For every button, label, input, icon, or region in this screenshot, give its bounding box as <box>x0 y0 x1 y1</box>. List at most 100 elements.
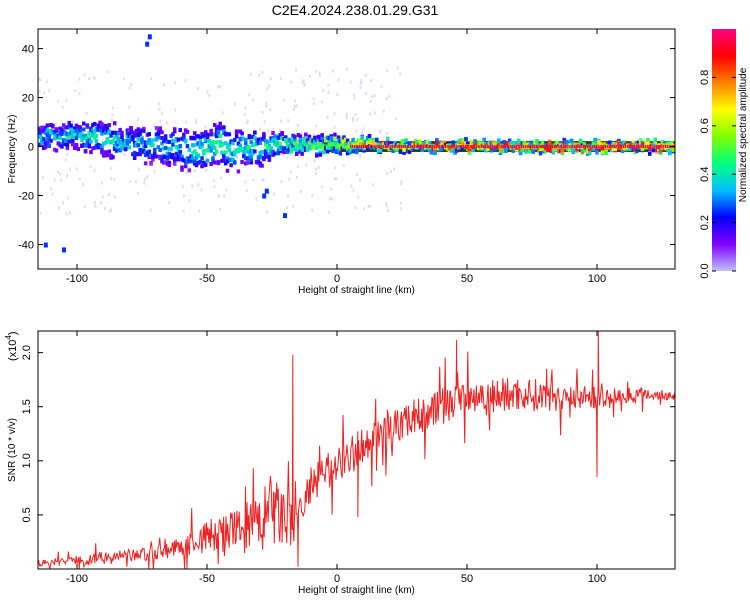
heat-cell <box>191 155 195 160</box>
heat-ridge-core <box>546 145 550 149</box>
heat-cell <box>247 155 252 160</box>
heat-cell <box>271 138 275 143</box>
spectrogram-x-axis-label: Height of straight line (km) <box>298 285 415 296</box>
heat-noise-point <box>248 93 251 97</box>
heat-cell <box>387 141 392 146</box>
heat-noise-point <box>354 113 357 117</box>
heat-noise-point <box>386 171 389 175</box>
heat-ridge-core <box>441 145 444 149</box>
heat-cell <box>385 136 390 141</box>
heat-noise-point <box>219 85 222 89</box>
y-tick-label: 0.5 <box>21 507 33 522</box>
heat-noise-point <box>43 91 46 95</box>
heat-cell <box>163 155 168 160</box>
heat-noise-point <box>354 206 357 210</box>
heat-cell <box>456 139 461 144</box>
heat-cell <box>269 146 273 151</box>
heat-cell <box>529 140 534 145</box>
heat-noise-point <box>367 204 370 208</box>
heat-ridge-core <box>599 145 602 149</box>
heat-cell <box>271 131 275 136</box>
heat-cell <box>167 151 172 156</box>
heat-ridge-core <box>623 145 626 149</box>
heat-ridge-core <box>550 145 553 149</box>
heat-noise-point <box>359 86 362 90</box>
heat-cell <box>41 129 46 134</box>
heat-cell <box>120 135 124 140</box>
heat-cell <box>551 150 556 155</box>
heat-noise-point <box>48 89 51 93</box>
heat-cell <box>173 157 177 162</box>
heat-cell <box>143 140 148 145</box>
heat-cell <box>231 141 235 146</box>
heat-cell <box>123 147 128 152</box>
heat-noise-point <box>362 127 365 131</box>
heat-cell <box>134 131 139 136</box>
heat-ridge-core <box>528 145 531 149</box>
heat-ridge-core <box>477 145 480 149</box>
heat-noise-point <box>75 167 78 171</box>
heat-cell <box>213 123 217 128</box>
heat-cell <box>433 146 437 151</box>
snr-series <box>38 331 675 569</box>
heat-noise-point <box>353 93 356 97</box>
colorbar-label: Normalized spectral amplitude <box>738 67 749 202</box>
heat-cell <box>65 134 70 139</box>
heat-cell <box>407 142 412 147</box>
heat-cell <box>71 130 75 135</box>
heat-cell <box>642 142 647 147</box>
heat-cell <box>631 140 636 145</box>
heat-noise-point <box>364 73 367 77</box>
heat-cell <box>103 130 108 135</box>
heat-ridge-core <box>413 145 417 149</box>
heat-cell <box>123 139 128 144</box>
heat-ridge-core <box>442 145 446 149</box>
heat-cell <box>258 163 263 168</box>
heat-cell <box>362 148 366 153</box>
heat-cell <box>313 138 317 143</box>
heat-cell <box>176 137 181 142</box>
chart-title: C2E4.2024.238.01.29.G31 <box>271 2 439 18</box>
heat-cell <box>617 138 621 143</box>
heat-cell <box>547 141 552 146</box>
heat-cell <box>351 149 355 154</box>
heat-noise-point <box>334 165 337 169</box>
heat-ridge-core <box>482 145 486 149</box>
heat-cell <box>163 160 168 165</box>
heat-cell <box>69 135 73 140</box>
heat-outlier <box>145 41 150 47</box>
heat-cell <box>240 131 244 136</box>
heat-cell <box>63 139 68 144</box>
heat-cell <box>213 145 217 150</box>
heat-cell <box>196 134 201 139</box>
heat-cell <box>242 146 246 151</box>
heat-cell <box>132 156 137 161</box>
heat-cell <box>613 147 617 152</box>
heat-noise-point <box>149 77 152 81</box>
heat-cell <box>140 128 144 133</box>
heat-cell <box>316 134 321 139</box>
heat-cell <box>169 146 173 151</box>
heat-cell <box>329 136 334 141</box>
heat-cell <box>103 150 108 155</box>
heat-noise-point <box>78 77 81 81</box>
heat-cell <box>71 133 75 138</box>
heat-ridge-core <box>617 145 621 149</box>
heat-cell <box>540 141 545 146</box>
heat-cell <box>402 150 406 155</box>
heat-cell <box>140 138 144 143</box>
heat-ridge-core <box>532 145 535 149</box>
colorbar: 0.0 0.2 0.4 0.6 0.8 Normalized spectral ampl… <box>699 29 749 279</box>
heat-cell <box>211 158 215 163</box>
heat-cell <box>247 135 252 140</box>
snr-y-multiplier-suffix: ) <box>7 331 19 335</box>
heat-cell <box>249 149 253 154</box>
heat-noise-point <box>287 119 290 123</box>
heat-noise-point <box>278 128 281 132</box>
heat-noise-point <box>373 94 376 98</box>
heat-cell <box>165 156 170 161</box>
heat-cell <box>143 153 148 158</box>
heat-cell <box>638 139 643 144</box>
heat-cell <box>436 146 441 151</box>
heat-cell <box>162 155 166 160</box>
